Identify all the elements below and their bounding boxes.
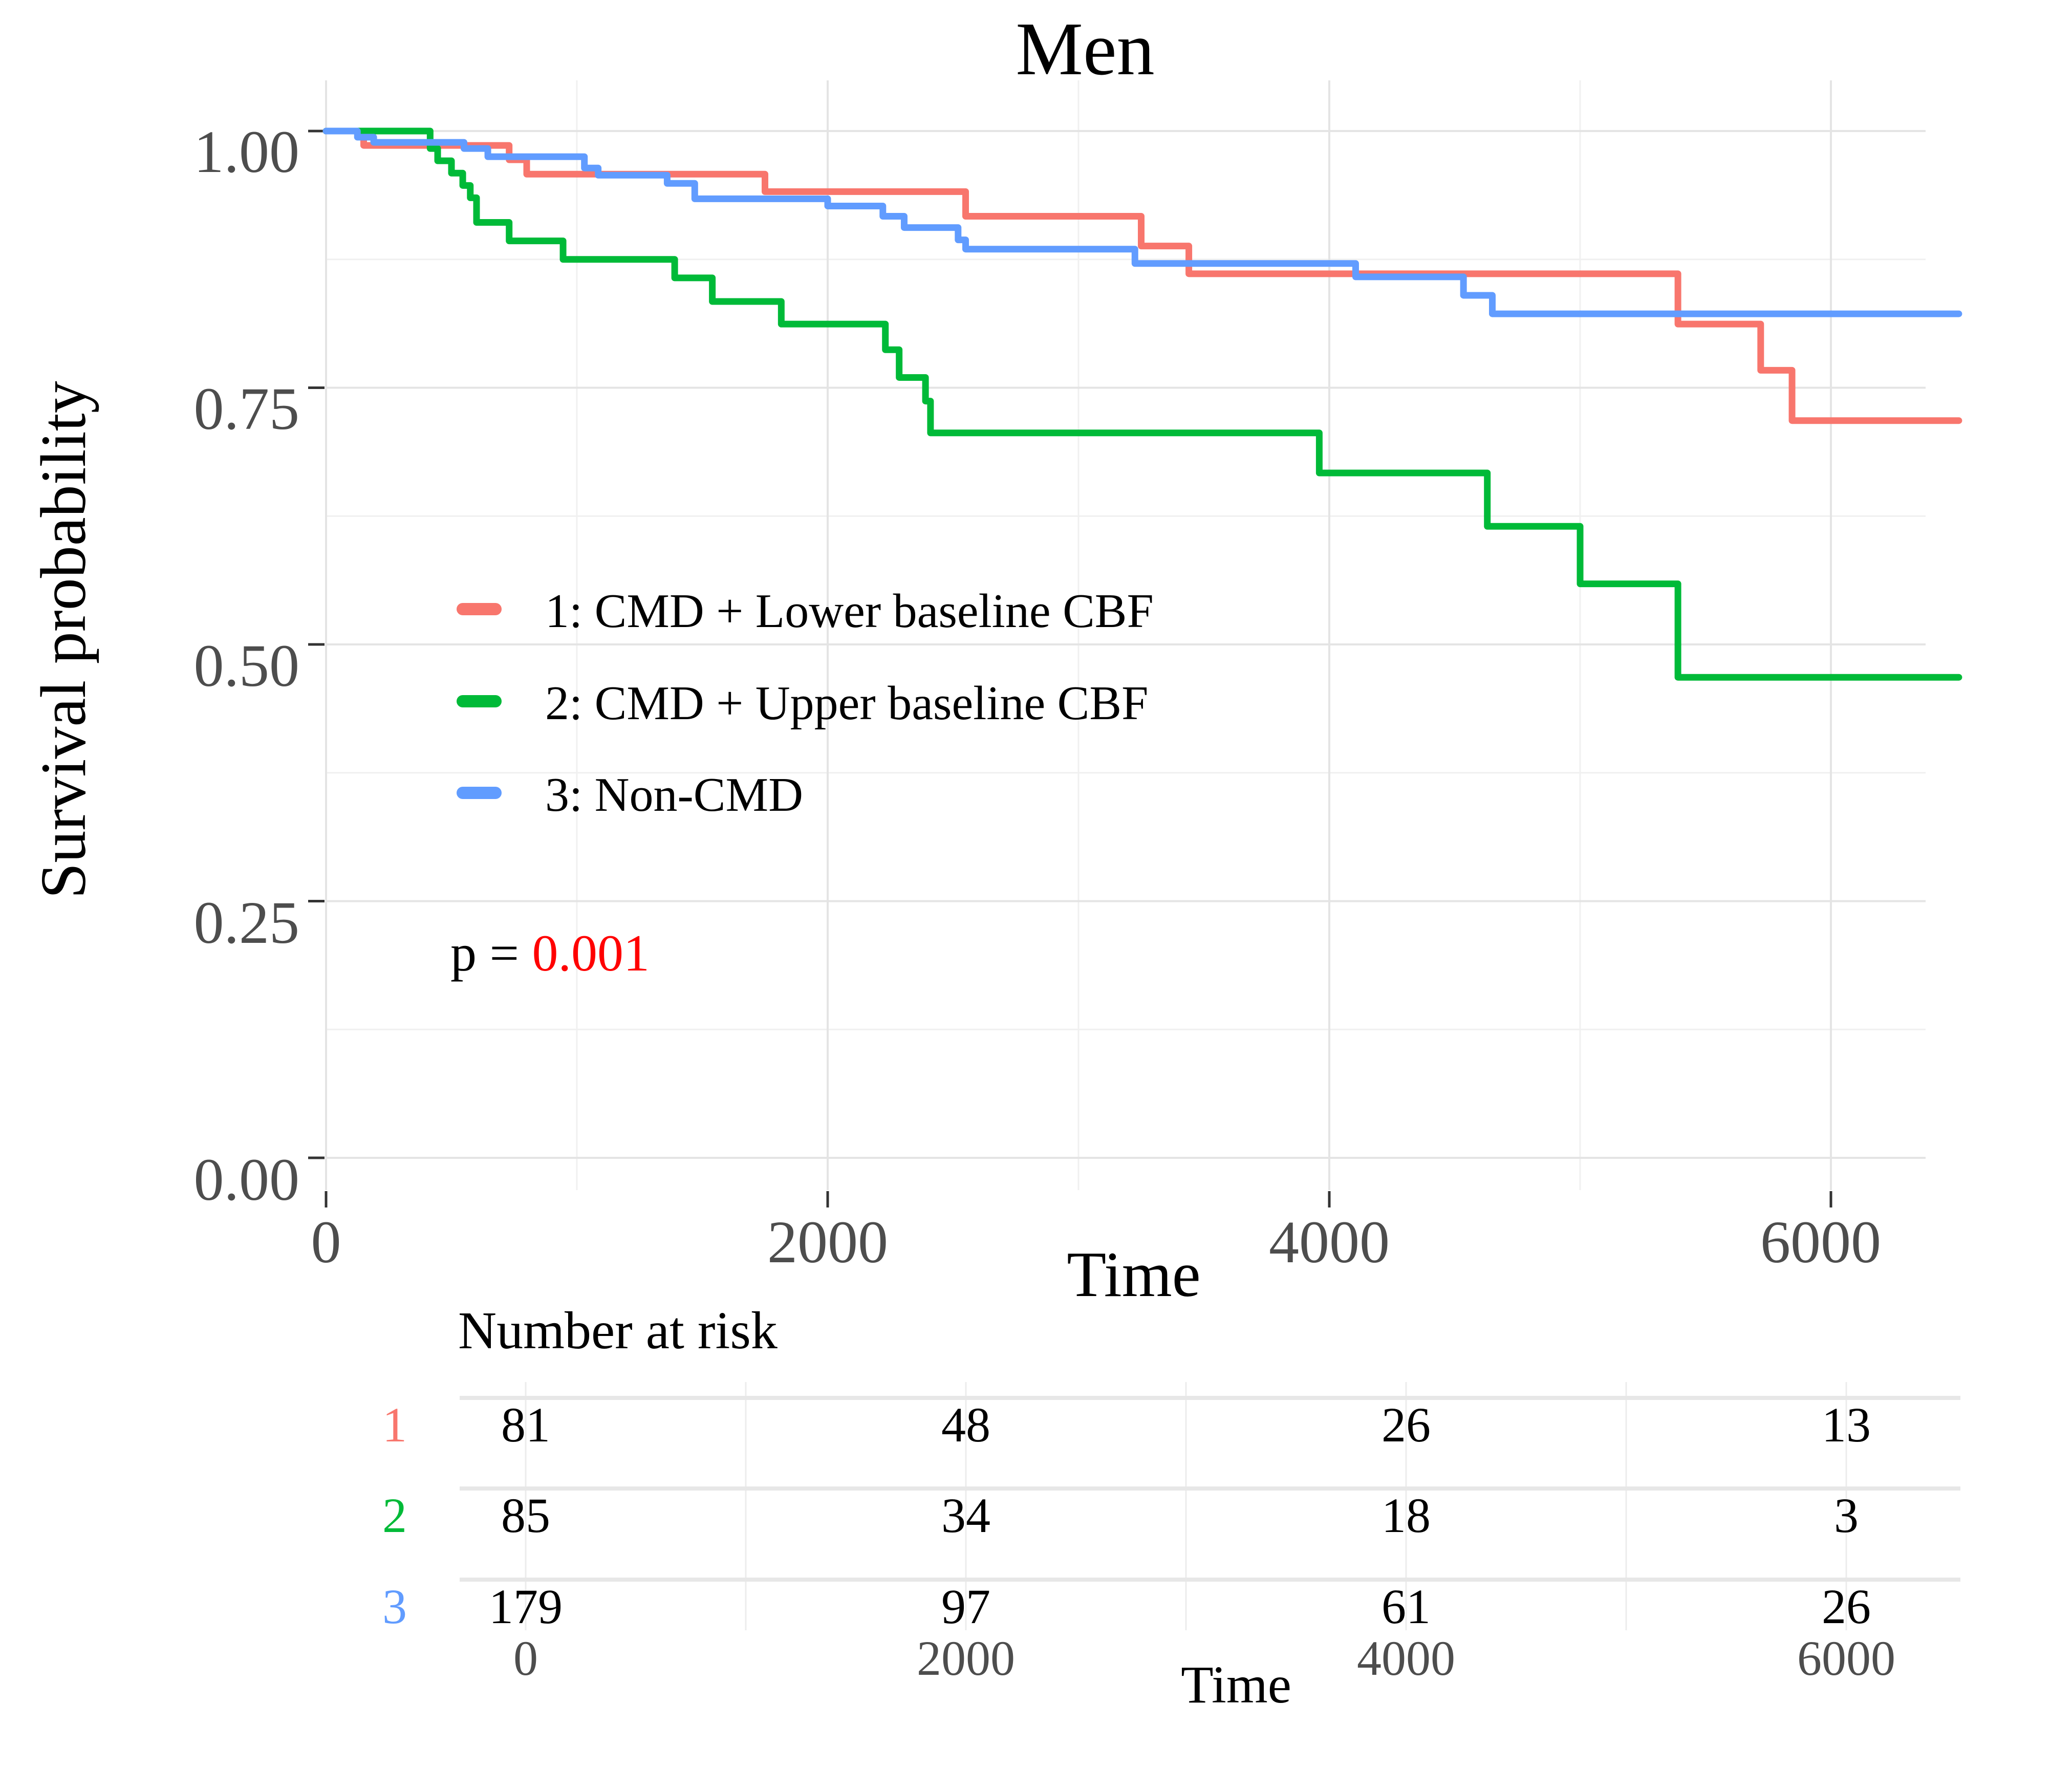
risk-row-separator (460, 1396, 1960, 1400)
risk-cell: 61 (1382, 1579, 1431, 1634)
survival-curve-1 (322, 127, 1962, 424)
number-at-risk-header: Number at risk (458, 1301, 778, 1360)
risk-row-separator (460, 1486, 1960, 1491)
risk-cell: 26 (1382, 1397, 1431, 1452)
table-x-tick-4000: 4000 (1357, 1631, 1455, 1686)
table-x-tick-6000: 6000 (1797, 1631, 1895, 1686)
y-tick-0.25: 0.25 (193, 889, 300, 956)
risk-cell: 48 (941, 1397, 990, 1452)
p-value-number: 0.001 (532, 924, 650, 982)
y-axis-title: Survival probability (28, 381, 99, 899)
risk-cell: 18 (1382, 1488, 1431, 1543)
risk-cell: 26 (1822, 1579, 1871, 1634)
risk-cell: 97 (941, 1579, 990, 1634)
table-x-tick-0: 0 (513, 1631, 538, 1686)
risk-row-separator (460, 1578, 1960, 1582)
x-tick-0: 0 (311, 1209, 341, 1276)
x-axis-title: Time (1067, 1239, 1201, 1310)
risk-cell: 179 (489, 1579, 563, 1634)
legend-swatch-group1 (457, 603, 502, 615)
risk-cell: 85 (501, 1488, 550, 1543)
risk-cell: 81 (501, 1397, 550, 1452)
risk-cell: 34 (941, 1488, 990, 1543)
risk-row-label-1: 1 (382, 1397, 407, 1452)
survival-curve-2 (322, 127, 1962, 681)
table-x-axis-title: Time (1181, 1655, 1291, 1714)
legend-swatch-group2 (457, 695, 502, 707)
risk-row-label-3: 3 (382, 1579, 407, 1634)
legend-label-group1: 1: CMD + Lower baseline CBF (545, 585, 1154, 638)
chart-title: Men (1016, 7, 1155, 91)
y-tick-0.00: 0.00 (193, 1146, 300, 1213)
y-tick-0.50: 0.50 (193, 632, 300, 699)
legend-label-group2: 2: CMD + Upper baseline CBF (545, 677, 1149, 730)
x-tick-2000: 2000 (767, 1209, 888, 1276)
y-tick-1.00: 1.00 (193, 118, 300, 185)
risk-cell: 3 (1834, 1488, 1859, 1543)
risk-cell: 13 (1822, 1397, 1871, 1452)
table-x-tick-2000: 2000 (917, 1631, 1015, 1686)
x-tick-6000: 6000 (1760, 1209, 1881, 1276)
legend-swatch-group3 (457, 787, 502, 799)
p-value-annotation: p = 0.001 (450, 927, 650, 980)
risk-row-label-2: 2 (382, 1488, 407, 1543)
legend-label-group3: 3: Non-CMD (545, 768, 803, 822)
x-tick-4000: 4000 (1269, 1209, 1390, 1276)
survival-curve-3 (322, 127, 1962, 317)
p-value-prefix: p = (450, 924, 532, 982)
y-tick-0.75: 0.75 (193, 375, 300, 442)
